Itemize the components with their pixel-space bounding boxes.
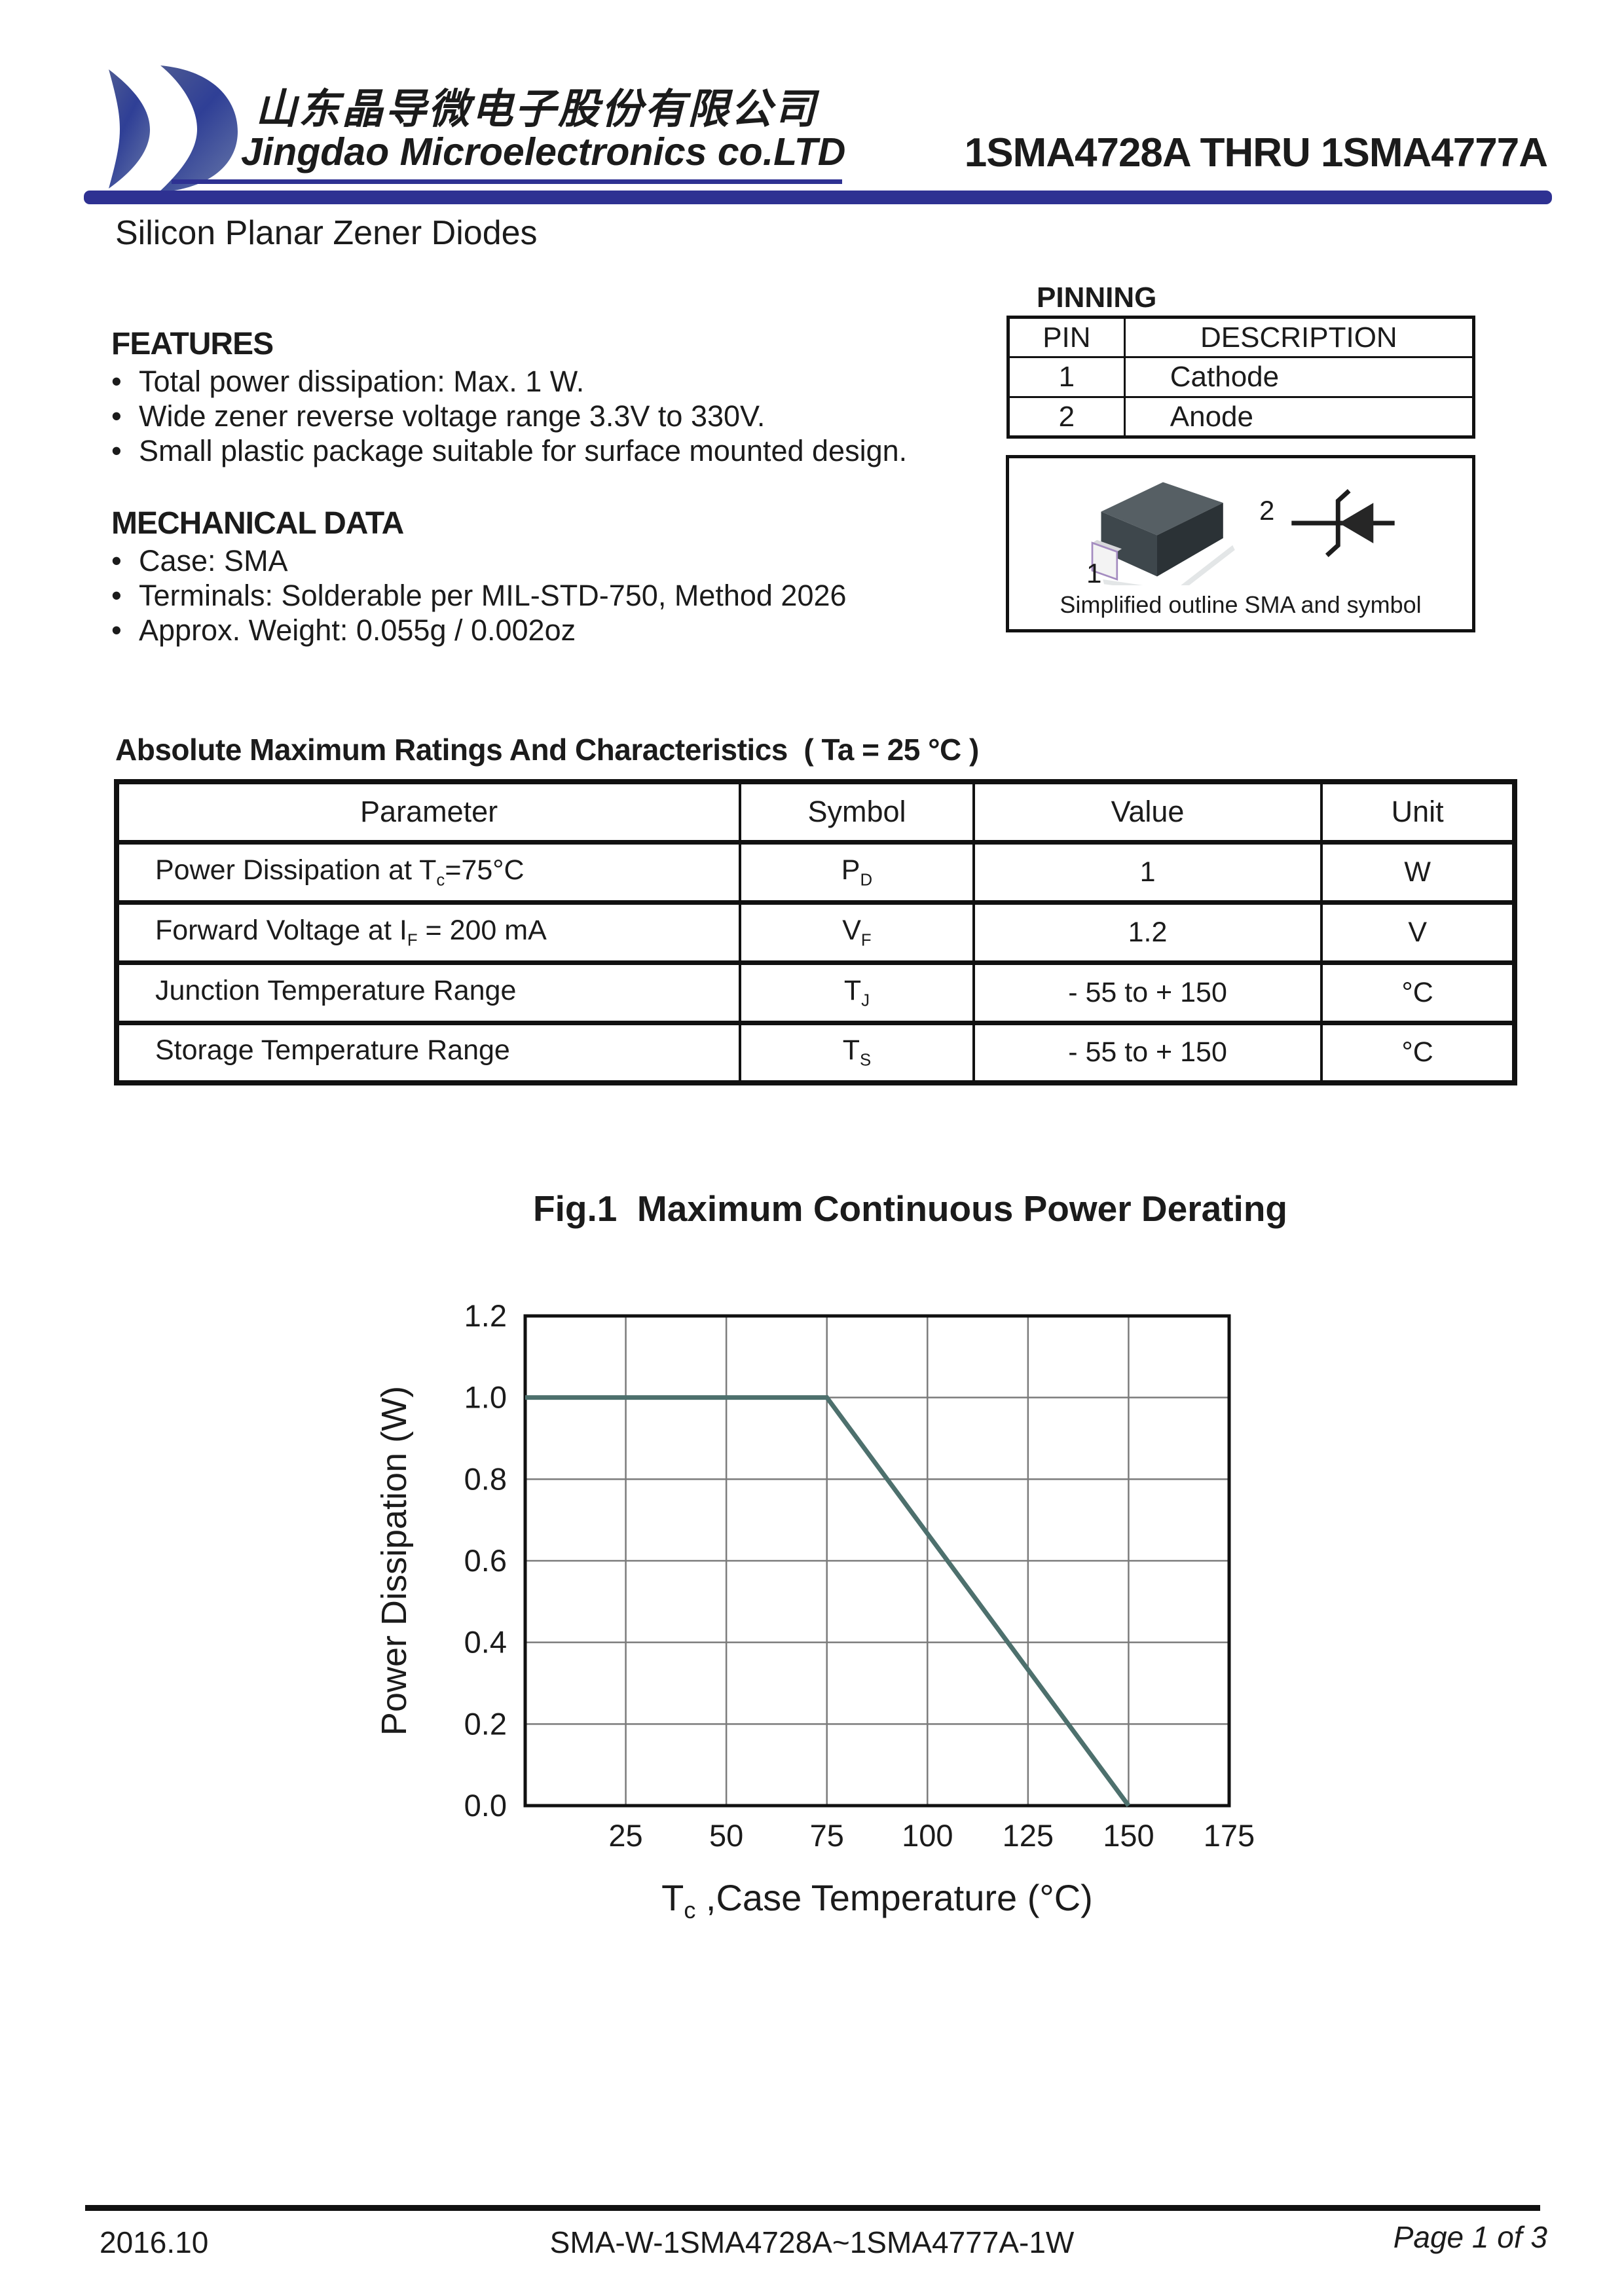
value-cell: 1 [972, 839, 1323, 905]
feature-item: • Total power dissipation: Max. 1 W. [111, 365, 585, 398]
company-name-underline [172, 179, 842, 184]
pinning-header-row: PIN DESCRIPTION [1007, 316, 1475, 358]
svg-text:0.4: 0.4 [464, 1625, 507, 1660]
table-row: 1 Cathode [1007, 356, 1475, 398]
header-rule [84, 191, 1552, 204]
svg-text:125: 125 [1003, 1818, 1054, 1853]
symbol-cell: VF [739, 900, 975, 965]
bullet-icon: • [111, 579, 122, 612]
svg-text:1.2: 1.2 [464, 1298, 507, 1333]
svg-text:0.0: 0.0 [464, 1788, 507, 1823]
pinning-col-pin: PIN [1007, 316, 1126, 358]
pinning-table: PIN DESCRIPTION 1 Cathode 2 Anode [1006, 316, 1475, 439]
feature-item: • Wide zener reverse voltage range 3.3V t… [111, 399, 766, 433]
mechanical-list: • Case: SMA • Terminals: Solderable per MI… [111, 543, 847, 647]
symbol-cell: PD [739, 839, 975, 905]
svg-text:175: 175 [1204, 1818, 1255, 1853]
bullet-icon: • [111, 365, 122, 398]
outline-caption: Simplified outline SMA and symbol [1060, 591, 1422, 618]
mechanical-item: • Case: SMA [111, 544, 288, 577]
table-row: Power Dissipation at Tc=75°C PD 1 W [115, 839, 1516, 905]
features-heading: FEATURES [111, 327, 274, 361]
bullet-icon: • [111, 399, 122, 433]
ratings-heading: Absolute Maximum Ratings And Characteris… [115, 733, 979, 767]
table-row: Forward Voltage at IF = 200 mA VF 1.2 V [115, 900, 1516, 965]
svg-text:150: 150 [1103, 1818, 1154, 1853]
features-list: • Total power dissipation: Max. 1 W. • Wid… [111, 364, 907, 468]
feature-item: • Small plastic package suitable for surf… [111, 434, 908, 467]
sma-package-image [1091, 482, 1235, 585]
ratings-col-parameter: Parameter [115, 779, 742, 845]
footer-rule [85, 2205, 1540, 2211]
mechanical-item: • Terminals: Solderable per MIL-STD-750, … [111, 579, 847, 612]
symbol-cell: TS [739, 1020, 975, 1085]
power-derating-chart: 25 50 75 100 125 150 175 0.0 0.2 0.4 0.6 0.8 1.0 1.2 P… [375, 1298, 1255, 1923]
company-name-cn: 山东晶导微电子股份有限公司 [255, 86, 817, 132]
parameter-cell: Storage Temperature Range [115, 1020, 742, 1085]
unit-cell: °C [1320, 960, 1516, 1025]
parameter-cell: Power Dissipation at Tc=75°C [115, 839, 742, 905]
bullet-icon: • [111, 434, 122, 467]
table-row: Storage Temperature Range TS - 55 to + 1… [115, 1020, 1516, 1085]
package-pin2-label: 2 [1259, 495, 1275, 526]
ratings-table: Parameter Symbol Value Unit Power Dissip… [114, 779, 1517, 1085]
table-row: 2 Anode [1007, 396, 1475, 438]
figure-title: Fig.1 Maximum Continuous Power Derating [532, 1188, 1288, 1229]
bullet-icon: • [111, 613, 122, 647]
parameter-cell: Forward Voltage at IF = 200 mA [115, 900, 742, 965]
company-logo [109, 65, 238, 192]
page-subtitle: Silicon Planar Zener Diodes [115, 214, 538, 252]
svg-text:Power Dissipation (W): Power Dissipation (W) [375, 1386, 414, 1736]
parameter-cell: Junction Temperature Range [115, 960, 742, 1025]
footer-date: 2016.10 [100, 2225, 209, 2259]
symbol-cell: TJ [739, 960, 975, 1025]
unit-cell: W [1320, 839, 1516, 905]
part-number-range: 1SMA4728A THRU 1SMA4777A [964, 130, 1548, 175]
value-cell: - 55 to + 150 [972, 960, 1323, 1025]
ratings-header-row: Parameter Symbol Value Unit [115, 779, 1516, 845]
mechanical-item: • Approx. Weight: 0.055g / 0.002oz [111, 613, 576, 647]
ratings-col-unit: Unit [1320, 779, 1516, 845]
svg-text:25: 25 [608, 1818, 642, 1853]
mechanical-heading: MECHANICAL DATA [111, 506, 404, 541]
svg-text:100: 100 [902, 1818, 953, 1853]
bullet-icon: • [111, 544, 122, 577]
footer-page-number: Page 1 of 3 [1393, 2220, 1547, 2254]
table-row: Junction Temperature Range TJ - 55 to + … [115, 960, 1516, 1025]
svg-text:0.8: 0.8 [464, 1461, 507, 1496]
company-name-en: Jingdao Microelectronics co.LTD [241, 130, 846, 173]
svg-text:0.2: 0.2 [464, 1706, 507, 1741]
ratings-col-symbol: Symbol [739, 779, 975, 845]
svg-text:50: 50 [709, 1818, 743, 1853]
zener-diode-symbol-icon [1291, 489, 1395, 557]
svg-text:75: 75 [810, 1818, 844, 1853]
unit-cell: °C [1320, 1020, 1516, 1085]
svg-text:Tc ,Case Temperature (°C): Tc ,Case Temperature (°C) [661, 1877, 1093, 1923]
ratings-col-value: Value [972, 779, 1323, 845]
value-cell: 1.2 [972, 900, 1323, 965]
pinning-heading: PINNING [1037, 282, 1157, 314]
pinning-col-description: DESCRIPTION [1123, 316, 1475, 358]
package-pin1-label: 1 [1086, 558, 1102, 589]
svg-text:0.6: 0.6 [464, 1543, 507, 1578]
svg-text:1.0: 1.0 [464, 1380, 507, 1415]
package-outline-box: 2 1 Simplified outline SMA and symbol [1006, 455, 1475, 632]
unit-cell: V [1320, 900, 1516, 965]
footer-document-code: SMA-W-1SMA4728A~1SMA4777A-1W [549, 2225, 1075, 2259]
value-cell: - 55 to + 150 [972, 1020, 1323, 1085]
